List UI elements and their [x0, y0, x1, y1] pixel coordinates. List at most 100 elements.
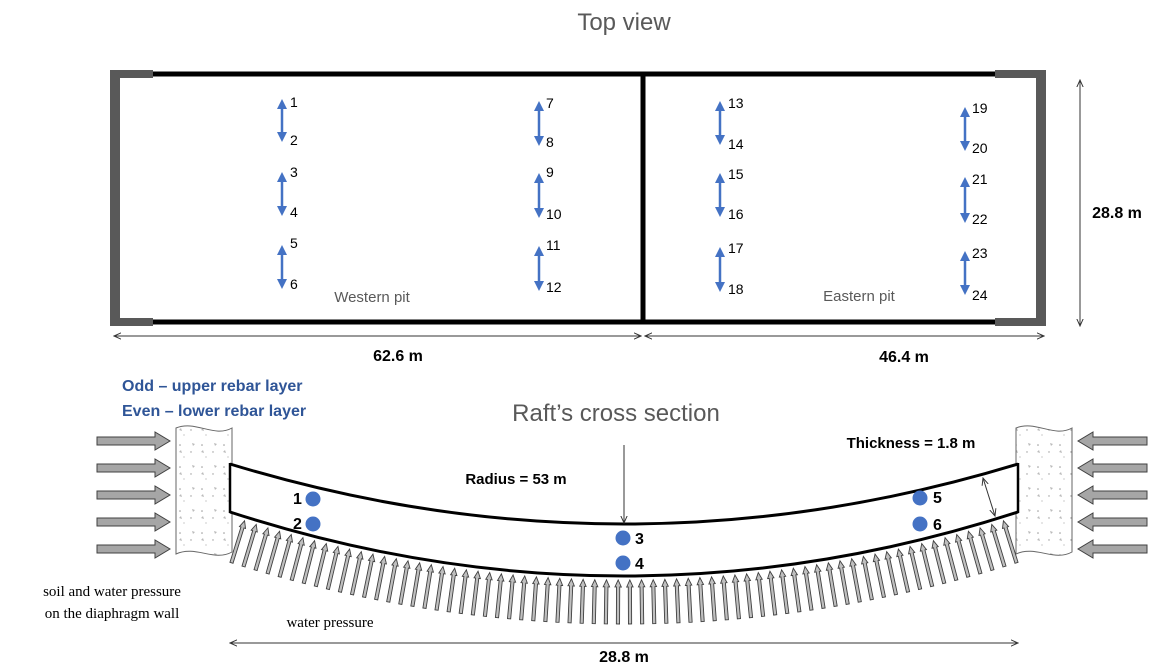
section-gauge-label-6: 6 [933, 517, 942, 534]
gauge-label-10: 10 [546, 206, 562, 222]
water-pressure-label: water pressure [286, 615, 373, 631]
gauge-label-11: 11 [546, 237, 561, 253]
water-pressure-arrow [277, 533, 294, 578]
water-pressure-arrow [506, 573, 517, 620]
water-pressure-arrow [434, 565, 446, 611]
legend-even: Even – lower rebar layer [122, 403, 306, 420]
pressure-arrow [1077, 431, 1148, 451]
dim-western-length: 62.6 m [373, 348, 423, 365]
water-pressure-arrow [386, 557, 399, 603]
cross-section-title: Raft’s cross section [512, 400, 720, 427]
gauge-label-13: 13 [728, 95, 744, 111]
raft-bottom-surface [229, 510, 1019, 578]
water-pressure-arrow [458, 568, 470, 615]
soil-note-line2: on the diaphragm wall [45, 606, 180, 622]
pressure-arrow [96, 458, 171, 478]
pressure-arrow [1077, 485, 1148, 505]
eastern-pit-label: Eastern pit [823, 288, 896, 305]
water-pressure-arrow [422, 563, 435, 609]
water-pressure-arrow [708, 575, 717, 622]
water-pressure-arrow [896, 548, 911, 593]
water-pressure-arrow [543, 576, 552, 623]
gauge-dot [615, 555, 631, 571]
water-pressure-arrow [555, 577, 564, 623]
water-pressure-arrow [802, 565, 814, 611]
water-pressure-arrow [943, 536, 959, 582]
radius-label: Radius = 53 m [465, 471, 566, 488]
water-pressure-arrow [766, 570, 778, 616]
legend-odd: Odd – upper rebar layer [122, 378, 303, 395]
soil-note-line1: soil and water pressure [43, 584, 181, 600]
west-wall [110, 70, 120, 326]
left-diaphragm-wall [175, 425, 233, 556]
gauge-label-22: 22 [972, 211, 988, 227]
water-pressure-arrow [825, 561, 838, 608]
water-pressure-arrow [813, 563, 826, 609]
water-pressure-arrow [954, 533, 971, 578]
water-pressure-arrow [578, 578, 587, 624]
gauge-label-20: 20 [972, 140, 988, 156]
top-view-title: Top view [577, 9, 671, 36]
water-pressure-arrow [907, 545, 923, 591]
water-pressure-arrow [446, 567, 458, 613]
water-pressure-arrow [531, 575, 540, 622]
water-pressure-arrow [349, 550, 364, 596]
water-pressure-arrow [602, 578, 611, 625]
section-gauge-label-3: 3 [635, 531, 644, 548]
pressure-arrow [96, 485, 171, 505]
gauge-label-3: 3 [290, 164, 298, 180]
water-pressure-arrow [265, 530, 282, 575]
water-pressure-arrow [625, 578, 634, 625]
water-pressure-arrow [919, 542, 935, 588]
water-pressure-arrow [990, 523, 1007, 568]
water-pressure-arrow [1001, 519, 1019, 564]
section-gauge-label-2: 2 [293, 516, 302, 533]
dim-width: 28.8 m [1092, 205, 1142, 222]
thickness-label: Thickness = 1.8 m [847, 435, 976, 452]
western-pit-label: Western pit [334, 289, 410, 306]
water-pressure-arrow [966, 530, 983, 575]
pressure-arrow [96, 512, 171, 532]
water-pressure-arrow [361, 553, 376, 599]
raft-top-surface [229, 462, 1019, 526]
thickness-arrow [983, 478, 995, 516]
pressure-arrow [1077, 512, 1148, 532]
gauge-label-23: 23 [972, 245, 988, 261]
top-view-dimensions [114, 80, 1080, 336]
water-pressure-arrow [289, 536, 305, 582]
water-pressure-arrow [661, 578, 670, 624]
water-pressure-arrow [731, 573, 742, 620]
water-pressure-arrow [374, 555, 388, 601]
gauge-label-12: 12 [546, 279, 562, 295]
left-soil-pressure-arrows [96, 431, 171, 559]
gauge-label-15: 15 [728, 166, 744, 182]
right-diaphragm-wall [1015, 425, 1073, 556]
water-pressure-arrow [672, 577, 681, 624]
gauge-dot [912, 490, 928, 506]
gauge-label-1: 1 [290, 94, 298, 110]
water-pressure-arrow [482, 571, 493, 617]
water-pressure-arrow [931, 539, 947, 585]
right-soil-pressure-arrows [1077, 431, 1148, 559]
gauge-dot [305, 516, 321, 532]
gauge-label-7: 7 [546, 95, 554, 111]
gauge-label-14: 14 [728, 136, 744, 152]
gauge-label-24: 24 [972, 287, 988, 303]
gauge-dot [305, 491, 321, 507]
section-gauge-label-4: 4 [635, 556, 644, 573]
cross-section-gauges [305, 490, 928, 571]
water-pressure-arrow [743, 572, 754, 619]
water-pressure-arrow [519, 574, 529, 621]
gauge-label-21: 21 [972, 171, 988, 187]
gauge-label-2: 2 [290, 132, 298, 148]
water-pressure-arrow [313, 542, 329, 588]
water-pressure-arrow [301, 539, 317, 585]
pressure-arrow [96, 431, 171, 451]
section-gauge-label-1: 1 [293, 491, 302, 508]
span-label: 28.8 m [599, 649, 649, 666]
water-pressure-arrow [325, 545, 341, 591]
top-view-plan [110, 70, 1046, 326]
gauge-label-9: 9 [546, 164, 554, 180]
water-pressure-arrow [696, 576, 705, 623]
water-pressure-arrow [778, 568, 790, 615]
